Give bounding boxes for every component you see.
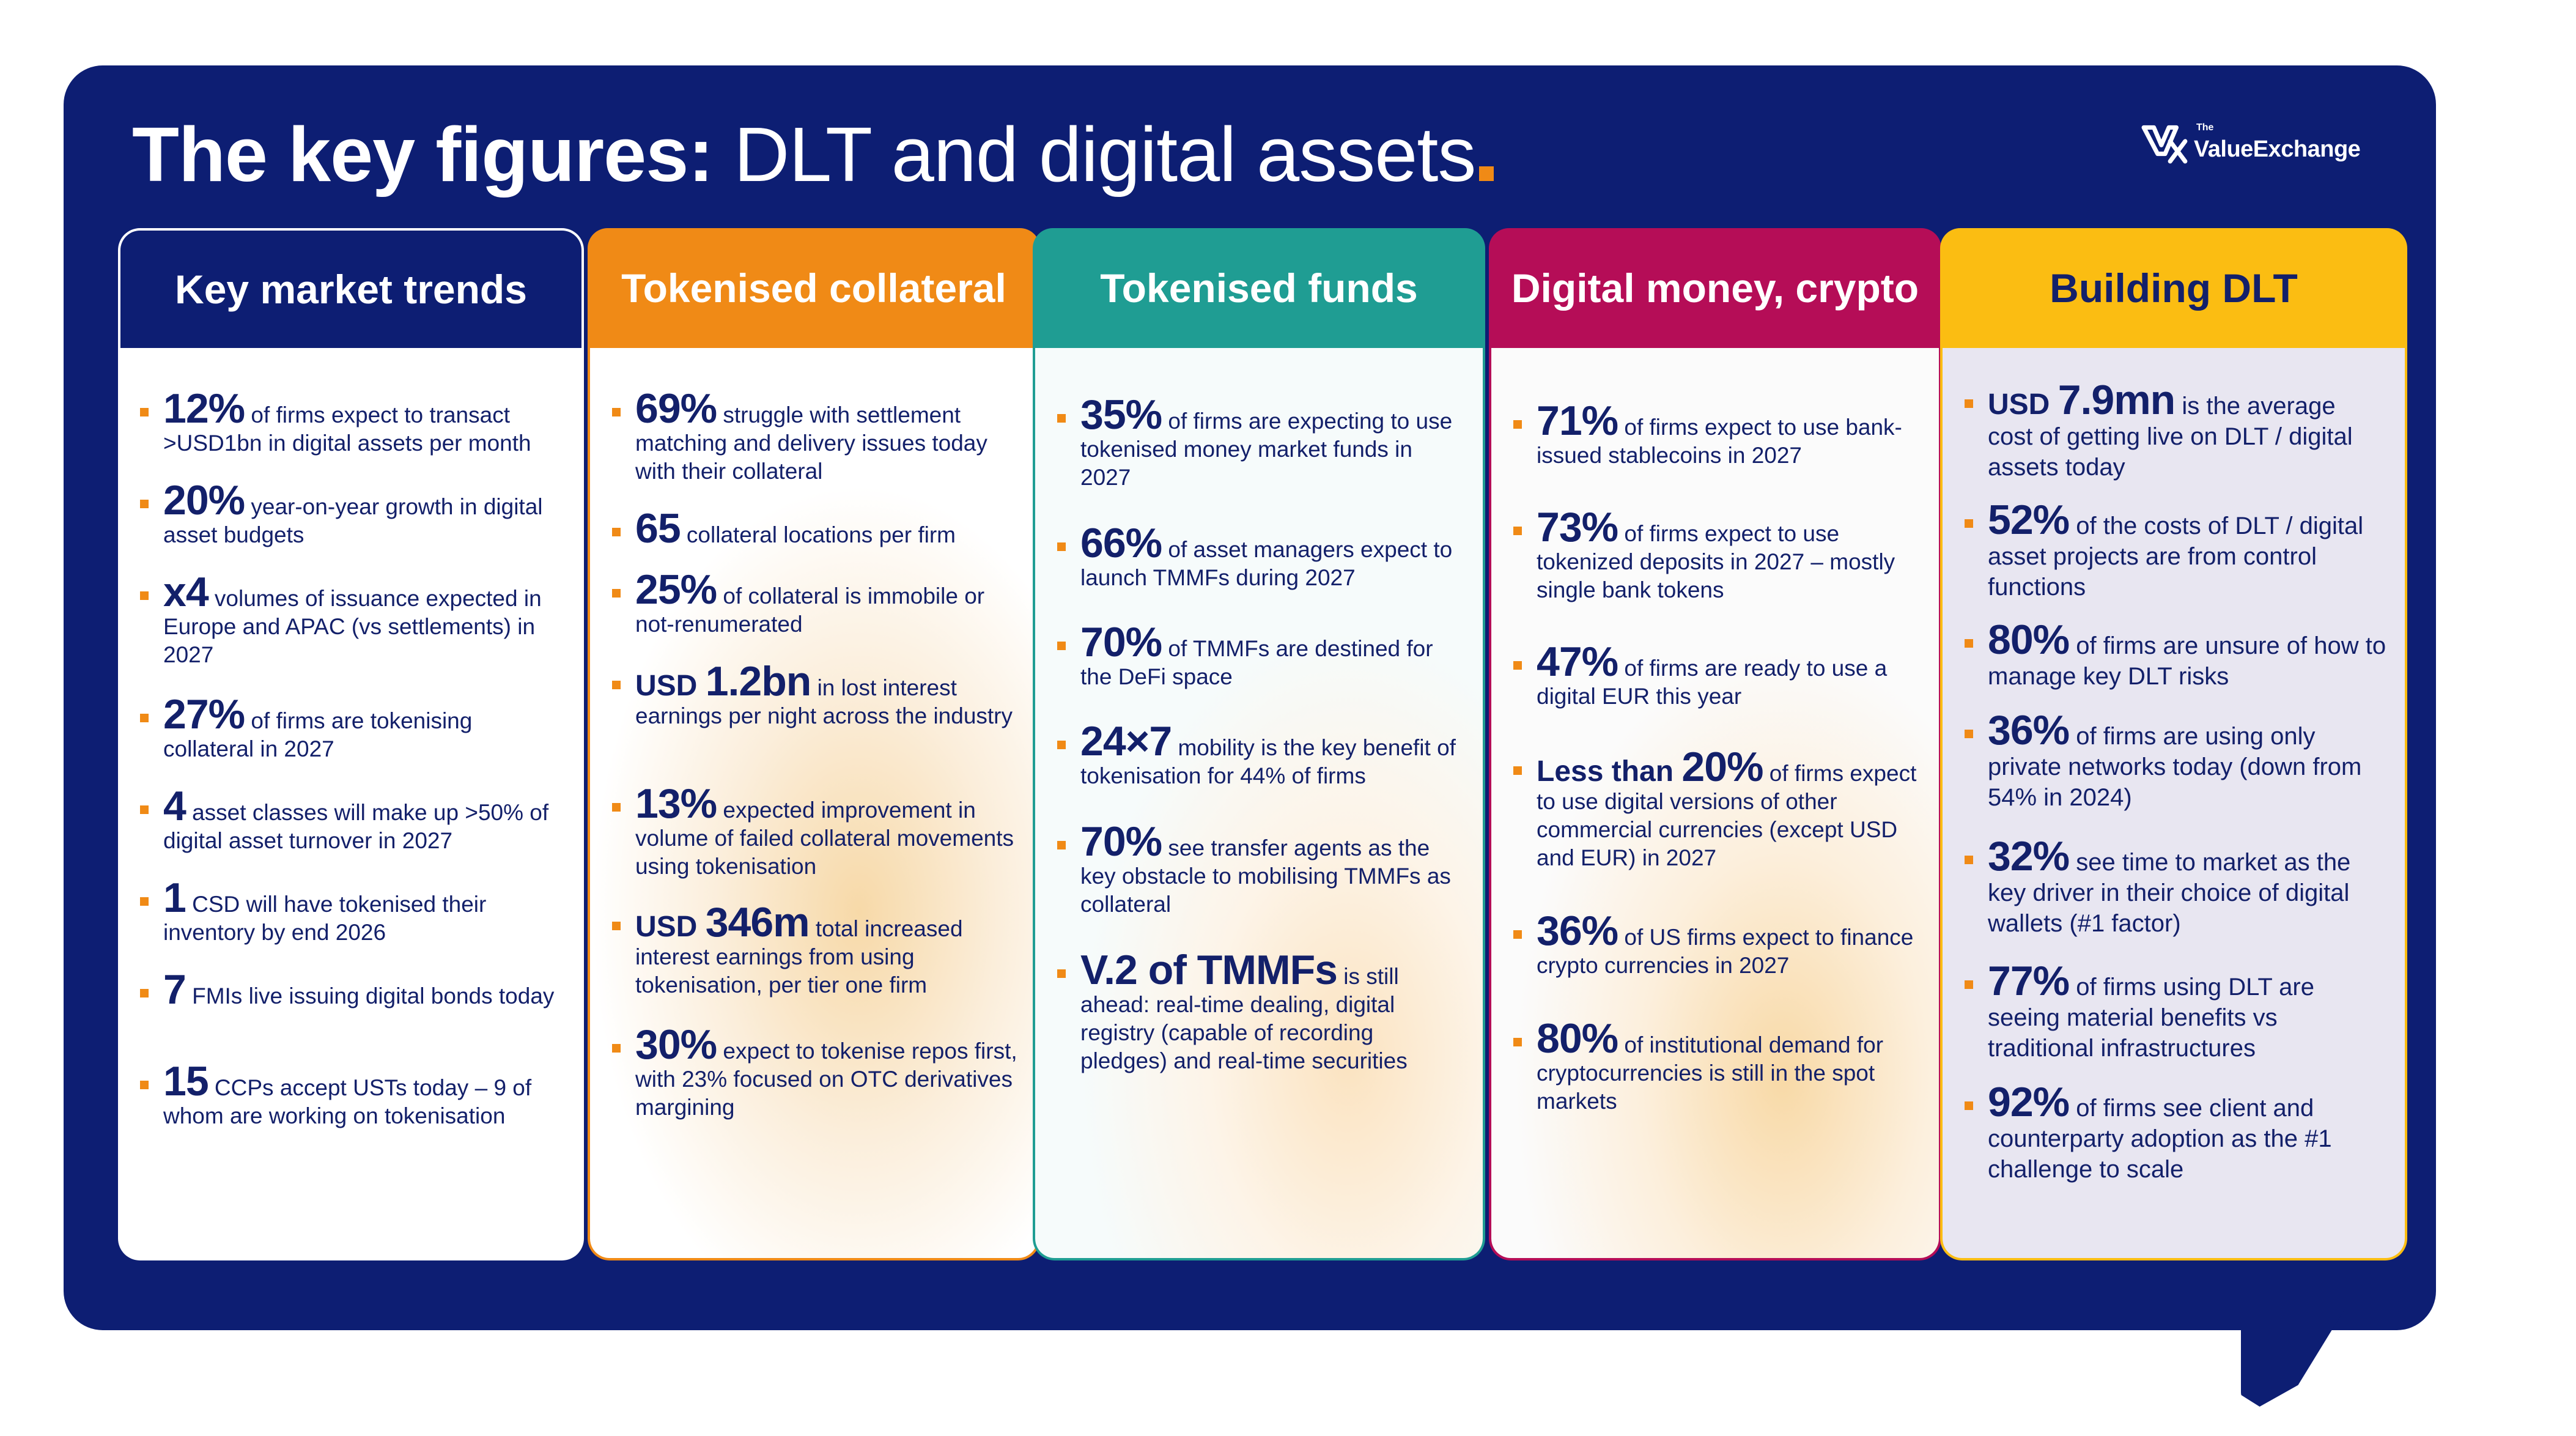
column-title: Digital money, crypto — [1489, 228, 1941, 348]
column-body: 69% struggle with settlement matching an… — [588, 348, 1040, 1260]
stat-item: x4 volumes of issuance expected in Europ… — [140, 571, 566, 669]
stat-item: 12% of firms expect to transact >USD1bn … — [140, 388, 566, 457]
title-dot — [1479, 166, 1494, 181]
stat-item: 30% expect to tokenise repos first, with… — [612, 1024, 1019, 1122]
stat-item: 66% of asset managers expect to launch T… — [1057, 522, 1464, 592]
page-title: The key figures: DLT and digital assets — [132, 109, 1494, 201]
column-title: Tokenised funds — [1033, 228, 1485, 348]
stat-item: USD 1.2bn in lost interest earnings per … — [612, 661, 1019, 730]
stat-item: 4 asset classes will make up >50% of dig… — [140, 785, 566, 855]
column-body: 12% of firms expect to transact >USD1bn … — [118, 348, 584, 1260]
stat-item: USD 346m total increased interest earnin… — [612, 901, 1019, 999]
stat-item: 77% of firms using DLT are seeing materi… — [1965, 960, 2386, 1064]
column-building-dlt: Building DLT USD 7.9mn is the average co… — [1938, 226, 2409, 1262]
stat-item: 35% of firms are expecting to use tokeni… — [1057, 394, 1464, 492]
vx-logo-icon — [2141, 125, 2188, 164]
stat-item: 80% of firms are unsure of how to manage… — [1965, 619, 2386, 692]
column-body: 71% of firms expect to use bank-issued s… — [1489, 348, 1941, 1260]
stat-item: 80% of institutional demand for cryptocu… — [1513, 1018, 1921, 1116]
stat-item: 13% expected improvement in volume of fa… — [612, 783, 1019, 881]
valueexchange-logo: The ValueExchange — [2140, 116, 2361, 166]
stat-item: 15 CCPs accept USTs today – 9 of whom ar… — [140, 1060, 566, 1130]
stat-item: USD 7.9mn is the average cost of getting… — [1965, 379, 2386, 483]
stat-item: 1 CSD will have tokenised their inventor… — [140, 877, 566, 947]
stat-item: 20% year-on-year growth in digital asset… — [140, 479, 566, 549]
column-body: 35% of firms are expecting to use tokeni… — [1033, 348, 1485, 1260]
stat-item: Less than 20% of firms expect to use dig… — [1513, 746, 1921, 872]
column-body: USD 7.9mn is the average cost of getting… — [1940, 348, 2407, 1260]
column-tokenised-collateral: Tokenised collateral 69% struggle with s… — [586, 226, 1042, 1262]
column-key-market-trends: Key market trends 12% of firms expect to… — [116, 226, 586, 1262]
stat-item: 36% of firms are using only private netw… — [1965, 709, 2386, 813]
column-digital-money-crypto: Digital money, crypto 71% of firms expec… — [1487, 226, 1943, 1262]
stat-item: 32% see time to market as the key driver… — [1965, 835, 2386, 939]
stat-item: 47% of firms are ready to use a digital … — [1513, 641, 1921, 711]
stat-item: V.2 of TMMFs is still ahead: real-time d… — [1057, 949, 1464, 1075]
stat-item: 27% of firms are tokenising collateral i… — [140, 694, 566, 763]
column-title: Tokenised collateral — [588, 228, 1040, 348]
stat-item: 36% of US firms expect to finance crypto… — [1513, 910, 1921, 980]
stat-item: 70% see transfer agents as the key obsta… — [1057, 821, 1464, 919]
column-title: Building DLT — [1940, 228, 2407, 348]
stat-item: 24×7 mobility is the key benefit of toke… — [1057, 720, 1464, 790]
stat-item: 25% of collateral is immobile or not-ren… — [612, 569, 1019, 638]
column-title: Key market trends — [118, 228, 584, 348]
speech-bubble-tail — [2241, 1309, 2345, 1407]
stat-item: 92% of firms see client and counterparty… — [1965, 1081, 2386, 1185]
stat-item: 7 FMIs live issuing digital bonds today — [140, 969, 566, 1010]
stat-item: 71% of firms expect to use bank-issued s… — [1513, 400, 1921, 470]
column-tokenised-funds: Tokenised funds 35% of firms are expecti… — [1031, 226, 1487, 1262]
stat-item: 65 collateral locations per firm — [612, 508, 1019, 549]
logo-name: ValueExchange — [2194, 136, 2361, 162]
stat-item: 70% of TMMFs are destined for the DeFi s… — [1057, 621, 1464, 691]
stat-item: 73% of firms expect to use tokenized dep… — [1513, 506, 1921, 604]
stat-item: 69% struggle with settlement matching an… — [612, 388, 1019, 486]
logo-small-text: The — [2196, 122, 2214, 133]
stat-item: 52% of the costs of DLT / digital asset … — [1965, 499, 2386, 602]
